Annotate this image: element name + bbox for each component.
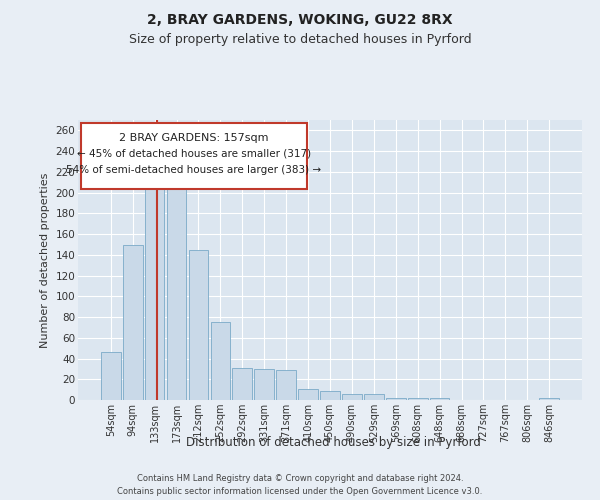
Text: Distribution of detached houses by size in Pyrford: Distribution of detached houses by size … — [185, 436, 481, 449]
Bar — [167, 190, 187, 400]
Text: Contains HM Land Registry data © Crown copyright and database right 2024.: Contains HM Land Registry data © Crown c… — [137, 474, 463, 483]
Text: ← 45% of detached houses are smaller (317): ← 45% of detached houses are smaller (31… — [77, 148, 311, 158]
Bar — [254, 369, 274, 400]
FancyBboxPatch shape — [80, 123, 307, 188]
Bar — [342, 394, 362, 400]
Bar — [298, 388, 318, 400]
Text: 2, BRAY GARDENS, WOKING, GU22 8RX: 2, BRAY GARDENS, WOKING, GU22 8RX — [147, 12, 453, 26]
Y-axis label: Number of detached properties: Number of detached properties — [40, 172, 50, 348]
Bar — [364, 394, 384, 400]
Bar — [232, 368, 252, 400]
Bar — [101, 352, 121, 400]
Text: Size of property relative to detached houses in Pyrford: Size of property relative to detached ho… — [128, 32, 472, 46]
Bar — [386, 398, 406, 400]
Bar — [188, 250, 208, 400]
Text: 54% of semi-detached houses are larger (383) →: 54% of semi-detached houses are larger (… — [67, 165, 322, 175]
Bar — [211, 322, 230, 400]
Bar — [145, 190, 164, 400]
Bar — [320, 390, 340, 400]
Bar — [408, 398, 428, 400]
Bar — [430, 398, 449, 400]
Text: 2 BRAY GARDENS: 157sqm: 2 BRAY GARDENS: 157sqm — [119, 132, 269, 142]
Bar — [123, 246, 143, 400]
Bar — [539, 398, 559, 400]
Text: Contains public sector information licensed under the Open Government Licence v3: Contains public sector information licen… — [118, 488, 482, 496]
Bar — [276, 370, 296, 400]
